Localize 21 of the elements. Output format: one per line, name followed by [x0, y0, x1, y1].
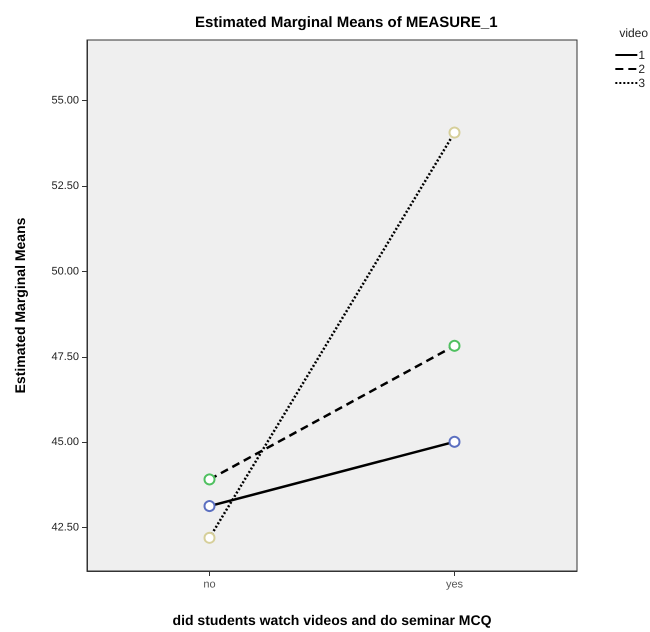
y-tick-label: 47.50: [51, 350, 79, 363]
x-tick-label: no: [203, 578, 216, 590]
y-tick-label: 45.00: [51, 436, 79, 448]
point: [204, 532, 216, 544]
legend-label: 3: [638, 76, 646, 90]
legend-title: video: [619, 26, 648, 40]
point: [448, 340, 460, 352]
point: [448, 436, 460, 448]
x-axis-title: did students watch videos and do seminar MCQ: [172, 612, 492, 628]
y-tick-label: 50.00: [51, 265, 79, 278]
y-tick-label: 52.50: [51, 180, 79, 192]
y-axis-title: Estimated Marginal Means: [12, 217, 28, 394]
point: [204, 473, 216, 486]
y-tick-label: 42.50: [51, 522, 79, 534]
legend-label: 1: [638, 48, 646, 62]
point: [448, 126, 460, 139]
y-tick-label: 55.00: [51, 94, 79, 106]
x-tick-label: yes: [446, 578, 464, 590]
legend-label: 2: [638, 62, 646, 76]
point: [204, 500, 216, 512]
chart-title: Estimated Marginal Means of MEASURE_1: [195, 14, 498, 31]
